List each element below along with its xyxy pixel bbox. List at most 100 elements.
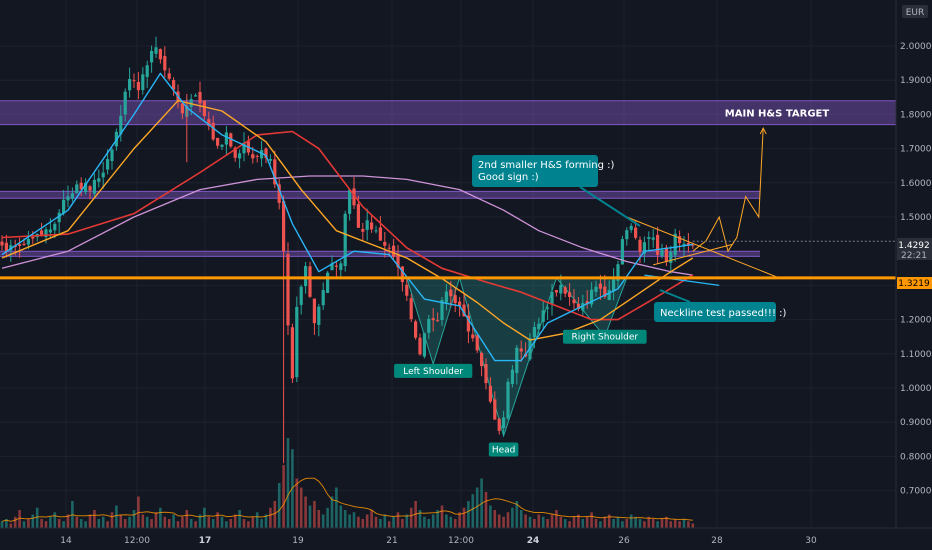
currency-label: EUR [906, 8, 925, 18]
volume-bar [660, 519, 664, 528]
volume-bar [264, 514, 268, 528]
pattern-label-box [394, 363, 473, 378]
candle-body [233, 147, 237, 158]
candle-body [541, 310, 545, 322]
grid-lines [0, 0, 896, 528]
candle-body [79, 182, 83, 190]
volume-bar [343, 510, 347, 528]
time-axis[interactable] [0, 528, 932, 550]
volume-bar [189, 519, 193, 528]
candle-body [304, 266, 308, 287]
note-pointer [579, 186, 641, 227]
candle-body [70, 193, 74, 199]
volume-bar [541, 516, 545, 528]
volume-bar [313, 501, 316, 528]
candle-body [383, 241, 387, 246]
volume-bar [238, 510, 241, 528]
candle-body [409, 298, 413, 320]
volume-bar [370, 510, 373, 528]
candle-body [123, 91, 127, 115]
candle-body [163, 56, 167, 71]
volume-bar [581, 519, 585, 528]
candle-body [414, 321, 418, 338]
volume-bar [57, 519, 61, 528]
volume-bar [524, 514, 527, 528]
volume-bar [445, 514, 448, 528]
volume-bar [282, 465, 285, 528]
volume-bar [475, 487, 479, 528]
candle-body [682, 243, 686, 246]
volume-bar [31, 514, 35, 528]
volume-bar [93, 510, 96, 528]
candle-body [88, 186, 92, 191]
candle-body [136, 81, 140, 91]
volume-bar [0, 521, 4, 528]
candle-body [678, 236, 682, 244]
moving-average-mid [1, 100, 694, 341]
volume-bar [163, 516, 167, 528]
moving-average-fast [1, 72, 693, 362]
note-text: Good sign :) [478, 172, 539, 183]
candle-body [497, 418, 501, 431]
price-tick-label: 0.7000 [900, 487, 932, 497]
candle-body [260, 150, 264, 159]
candle-body [453, 295, 457, 304]
volume-bar [625, 519, 629, 528]
volume-bar [115, 505, 118, 528]
volume-bar [49, 516, 52, 528]
volume-bar [607, 514, 611, 528]
candle-body [330, 263, 334, 271]
candle-body [475, 335, 479, 351]
candle-body [273, 159, 277, 185]
candlesticks [0, 36, 695, 464]
volume-bar [176, 521, 180, 528]
candle-body [436, 320, 440, 322]
volume-bar [273, 501, 277, 528]
volume-bar [167, 519, 171, 528]
candle-body [312, 298, 316, 324]
candle-body [150, 50, 154, 63]
volume-bar [431, 514, 435, 528]
candle-body [691, 244, 695, 246]
candle-body [370, 222, 374, 230]
candle-body [62, 199, 66, 214]
volume-bar [665, 516, 668, 528]
candle-body [343, 213, 347, 266]
price-axis[interactable] [896, 0, 932, 528]
volume-bar [612, 519, 615, 528]
volume-bar [128, 516, 131, 528]
price-tick-label: 0.9000 [900, 418, 932, 428]
volume-bar [198, 514, 202, 528]
countdown-value: 22:21 [901, 251, 927, 261]
volume-bar [119, 514, 123, 528]
candle-body [554, 290, 558, 293]
volume-bar [555, 510, 558, 528]
price-tick-label: 0.8000 [900, 452, 932, 462]
volume-bar [211, 519, 215, 528]
volume-bar [537, 514, 541, 528]
volume-bar [326, 507, 329, 528]
candle-body [207, 119, 211, 126]
candle-body [510, 369, 514, 385]
time-axis-labels: 14 12:00 17 19 21 12:00 24 26 28 30 [60, 536, 817, 546]
volume-bar [621, 521, 624, 528]
candle-body [484, 364, 488, 384]
candle-body [326, 272, 330, 293]
candle-body [576, 303, 580, 310]
candle-body [0, 241, 4, 246]
volume-bar [304, 496, 307, 528]
volume-bar [379, 519, 382, 528]
volume-bar [418, 510, 422, 528]
candle-body [598, 283, 602, 289]
pattern-label: Head [492, 446, 516, 456]
candle-body [321, 290, 325, 306]
resistance-zone [0, 191, 760, 199]
candle-body [616, 264, 620, 281]
volume-bar [308, 505, 312, 528]
volume-bar [18, 510, 21, 528]
candle-body [603, 286, 607, 297]
volume-bar [101, 516, 105, 528]
volume-bar [643, 521, 646, 528]
candle-body [559, 284, 563, 294]
